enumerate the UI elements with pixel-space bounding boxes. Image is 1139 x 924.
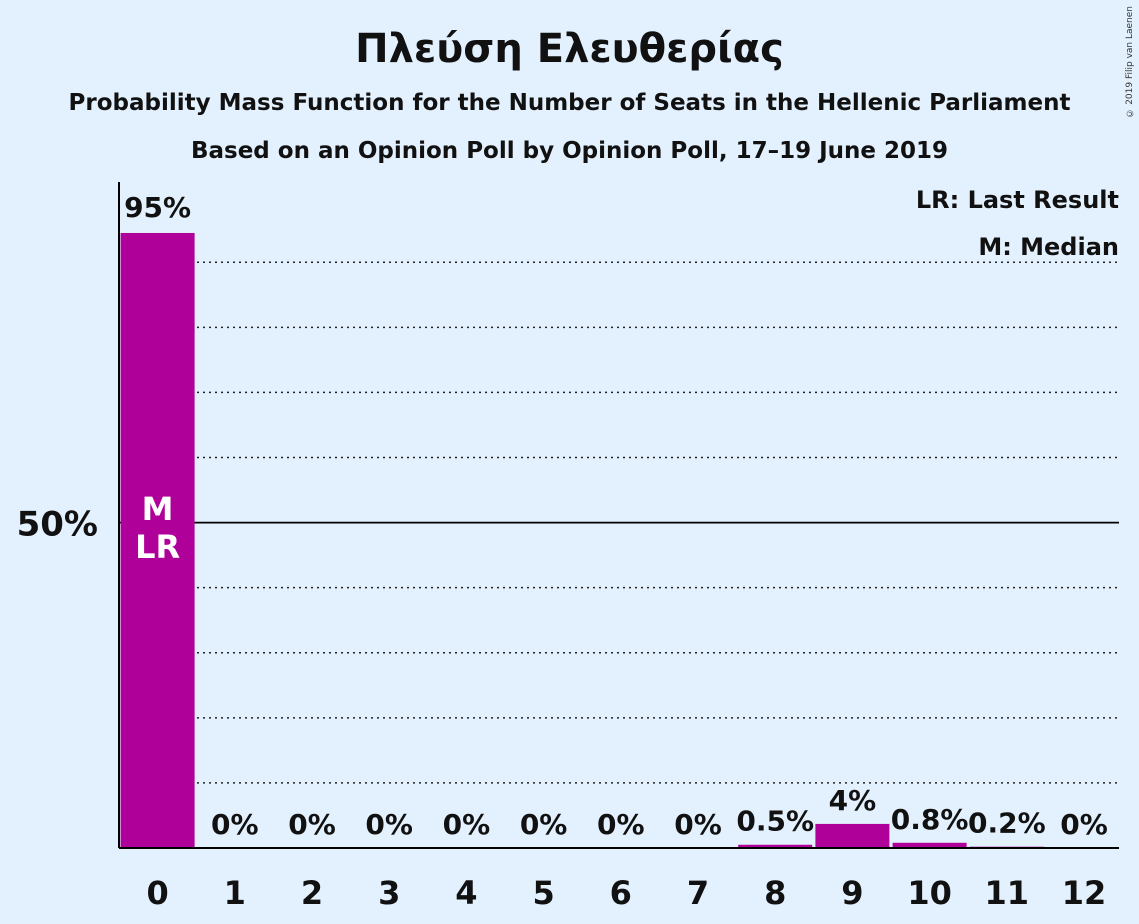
x-tick-label-9: 9 <box>841 874 863 912</box>
data-label-10: 0.8% <box>891 803 969 836</box>
x-tick-label-11: 11 <box>985 874 1030 912</box>
bar-10 <box>892 842 967 848</box>
chart-subtitle-source: Based on an Opinion Poll by Opinion Poll… <box>190 138 949 164</box>
legend-last-result: LR: Last Result <box>915 186 1119 214</box>
x-tick-label-12: 12 <box>1062 874 1107 912</box>
data-label-12: 0% <box>1060 808 1108 841</box>
x-tick-label-10: 10 <box>907 874 952 912</box>
data-label-7: 0% <box>674 808 722 841</box>
data-label-4: 0% <box>443 808 491 841</box>
x-tick-label-7: 7 <box>687 874 709 912</box>
bar-9 <box>815 823 890 848</box>
data-label-8: 0.5% <box>736 805 814 838</box>
x-tick-label-1: 1 <box>224 874 246 912</box>
x-tick-label-4: 4 <box>455 874 477 912</box>
data-label-1: 0% <box>211 808 259 841</box>
data-label-5: 0% <box>520 808 568 841</box>
bar-marker-m: M <box>142 490 174 528</box>
chart-title: Πλεύση Ελευθερίας <box>355 26 784 72</box>
x-tick-label-2: 2 <box>301 874 323 912</box>
x-tick-label-3: 3 <box>378 874 400 912</box>
x-tick-label-6: 6 <box>610 874 632 912</box>
data-label-11: 0.2% <box>968 807 1046 840</box>
data-label-0: 95% <box>124 191 191 224</box>
data-label-3: 0% <box>365 808 413 841</box>
y-tick-label: 50% <box>17 505 98 545</box>
bar-8 <box>738 844 813 848</box>
chart-subtitle: Probability Mass Function for the Number… <box>68 90 1071 116</box>
bar-0 <box>120 232 195 849</box>
data-label-9: 4% <box>829 784 877 817</box>
x-tick-label-8: 8 <box>764 874 786 912</box>
bar-marker-lr: LR <box>135 528 180 566</box>
data-label-6: 0% <box>597 808 645 841</box>
legend-median: M: Median <box>978 233 1119 261</box>
x-tick-label-0: 0 <box>146 874 168 912</box>
x-tick-label-5: 5 <box>532 874 554 912</box>
data-label-2: 0% <box>288 808 336 841</box>
